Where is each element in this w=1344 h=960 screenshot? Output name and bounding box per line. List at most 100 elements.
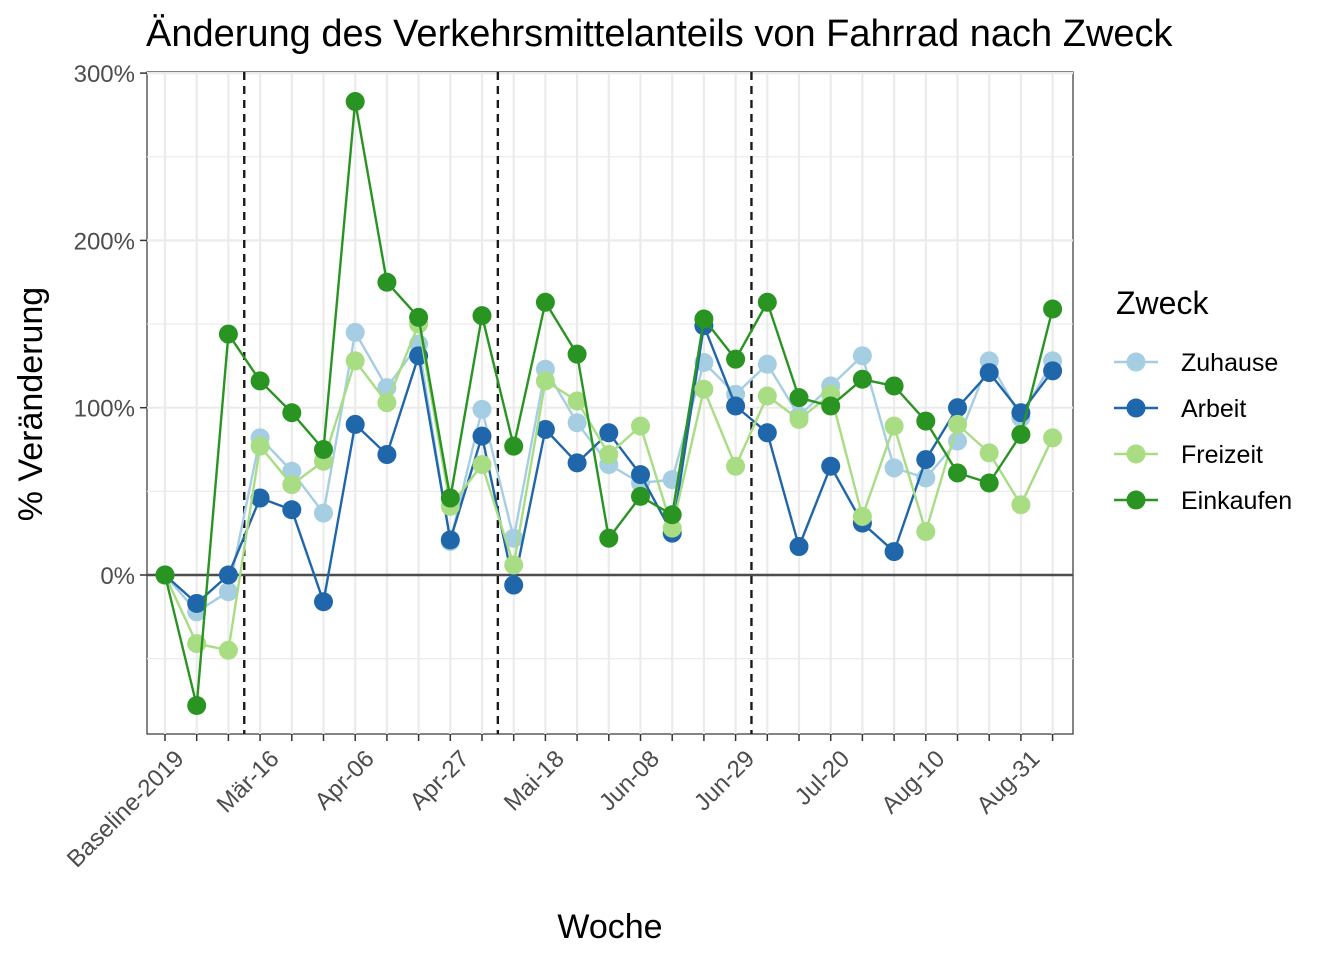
data-point [187, 695, 207, 715]
legend-key [1126, 352, 1146, 372]
data-point [440, 530, 460, 550]
data-point [948, 398, 967, 418]
data-point [504, 436, 524, 456]
y-tick-label: 200% [74, 228, 135, 255]
data-point [662, 518, 682, 538]
y-tick-label: 100% [74, 396, 135, 423]
legend-key [1126, 490, 1146, 510]
data-point [599, 423, 619, 443]
data-point [377, 445, 397, 465]
data-point [726, 396, 746, 416]
data-point [218, 324, 238, 344]
x-tick-label: Aug-10 [876, 745, 950, 819]
data-point [757, 354, 777, 374]
data-point [694, 379, 714, 399]
data-point [979, 363, 999, 383]
series-layer [155, 92, 1063, 715]
data-point [218, 582, 238, 602]
data-point [979, 473, 999, 493]
x-axis: Baseline-2019 Mär-16 Apr-06 Apr-27 Mai-18 Jun… [62, 734, 1054, 873]
legend-label: Zuhause [1181, 349, 1278, 377]
reference-lines [147, 72, 1073, 734]
x-tick-label: Mai-18 [499, 745, 570, 816]
data-point [472, 455, 492, 475]
data-point [884, 376, 904, 396]
data-point [1043, 428, 1063, 448]
legend-item-zuhause: Zuhause [1114, 349, 1278, 377]
data-point [567, 413, 587, 433]
data-point [472, 399, 492, 419]
data-point [789, 409, 809, 429]
data-point [282, 461, 302, 481]
data-point [345, 351, 365, 371]
data-point [916, 411, 936, 431]
data-point [852, 506, 872, 526]
data-point [631, 465, 650, 485]
data-point [250, 436, 270, 456]
data-point [567, 453, 587, 473]
data-point [535, 419, 555, 439]
y-tick-label: 0% [100, 563, 135, 590]
y-axis-title: % Veränderung [12, 287, 50, 521]
data-point [884, 458, 904, 478]
legend-label: Einkaufen [1181, 487, 1292, 515]
legend-title: Zweck [1116, 285, 1209, 321]
data-point [916, 450, 936, 470]
legend-item-arbeit: Arbeit [1114, 395, 1246, 423]
series-arbeit [155, 316, 1063, 613]
data-point [345, 92, 365, 112]
x-tick-label: Apr-27 [405, 745, 475, 815]
data-point [726, 349, 746, 369]
data-point [662, 505, 682, 525]
data-point [345, 322, 365, 342]
x-tick-label: Mär-16 [212, 745, 285, 818]
data-point [567, 344, 587, 364]
plot-panel [146, 71, 1074, 735]
data-point [250, 488, 270, 508]
data-point [979, 443, 999, 463]
data-point [282, 475, 302, 495]
data-point [314, 503, 333, 523]
data-point [472, 306, 492, 326]
series-freizeit [155, 314, 1063, 660]
legend-item-einkaufen: Einkaufen [1114, 487, 1292, 515]
x-axis-title: Woche [557, 908, 662, 946]
data-point [948, 414, 967, 434]
data-point [884, 416, 904, 436]
data-point [789, 537, 809, 557]
data-point [1011, 495, 1031, 515]
data-point [821, 456, 841, 476]
data-point [726, 456, 746, 476]
legend-key [1126, 444, 1146, 464]
data-point [567, 391, 587, 411]
data-point [504, 555, 524, 575]
data-point [282, 500, 302, 520]
data-point [187, 593, 207, 613]
legend-key [1126, 398, 1146, 418]
data-point [345, 414, 365, 434]
x-tick-label: Jun-08 [594, 745, 665, 816]
data-point [314, 440, 333, 460]
data-point [1043, 361, 1063, 381]
data-point [757, 423, 777, 443]
x-tick-label: Jun-29 [689, 745, 760, 816]
data-point [1011, 424, 1031, 444]
data-point [852, 346, 872, 366]
data-point [789, 388, 809, 408]
data-point [409, 307, 429, 327]
legend-label: Arbeit [1181, 395, 1246, 423]
data-point [314, 592, 333, 612]
data-point [535, 371, 555, 391]
data-point [377, 272, 397, 292]
data-point [504, 575, 524, 595]
data-point [884, 542, 904, 562]
data-point [694, 309, 714, 329]
data-point [250, 371, 270, 391]
data-point [440, 488, 460, 508]
legend-item-freizeit: Freizeit [1114, 441, 1263, 469]
data-point [948, 463, 967, 483]
legend-label: Freizeit [1181, 441, 1263, 469]
x-tick-label: Aug-31 [972, 745, 1046, 819]
data-point [821, 396, 841, 416]
data-point [916, 522, 936, 542]
